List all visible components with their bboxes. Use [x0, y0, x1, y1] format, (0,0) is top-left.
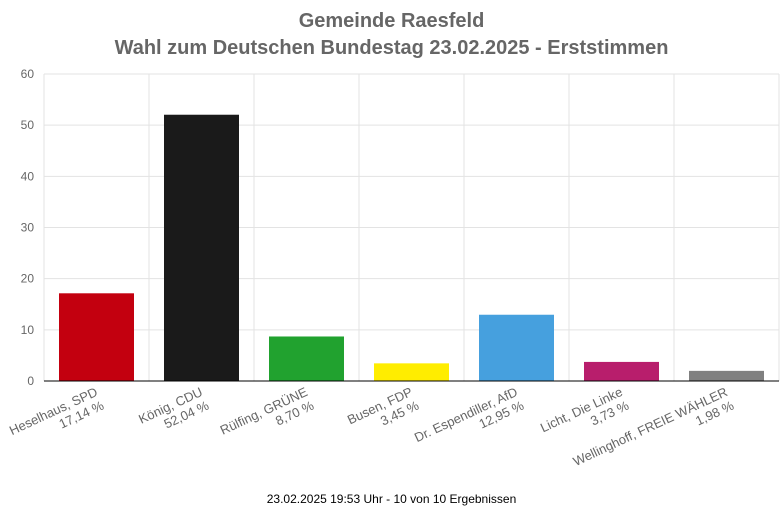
y-tick-label: 50 — [21, 118, 35, 132]
bar-5 — [584, 361, 659, 381]
bar-2 — [269, 336, 344, 381]
x-tick-label: Dr. Espendiller, AfD12,95 % — [412, 384, 527, 459]
chart-footer: 23.02.2025 19:53 Uhr - 10 von 10 Ergebni… — [266, 492, 517, 506]
x-tick-label: Busen, FDP3,45 % — [345, 384, 422, 441]
y-tick-label: 20 — [21, 272, 35, 286]
y-tick-label: 0 — [27, 374, 34, 388]
y-tick-label: 10 — [21, 323, 35, 337]
bar-1 — [164, 114, 239, 381]
bar-3 — [374, 363, 449, 381]
bar-0 — [59, 293, 134, 381]
bar-4 — [479, 314, 554, 381]
chart-subtitle: Wahl zum Deutschen Bundestag 23.02.2025 … — [114, 37, 669, 59]
y-tick-label: 60 — [21, 67, 35, 81]
y-tick-label: 30 — [21, 221, 35, 235]
x-tick-label: Heselhaus, SPD17,14 % — [7, 384, 107, 452]
chart-title: Gemeinde Raesfeld — [298, 10, 485, 32]
x-tick-label: König, CDU52,04 % — [136, 384, 211, 440]
x-tick-label: Rülfing, GRÜNE8,70 % — [218, 384, 317, 451]
y-tick-label: 40 — [21, 169, 35, 183]
bar-6 — [689, 370, 764, 381]
